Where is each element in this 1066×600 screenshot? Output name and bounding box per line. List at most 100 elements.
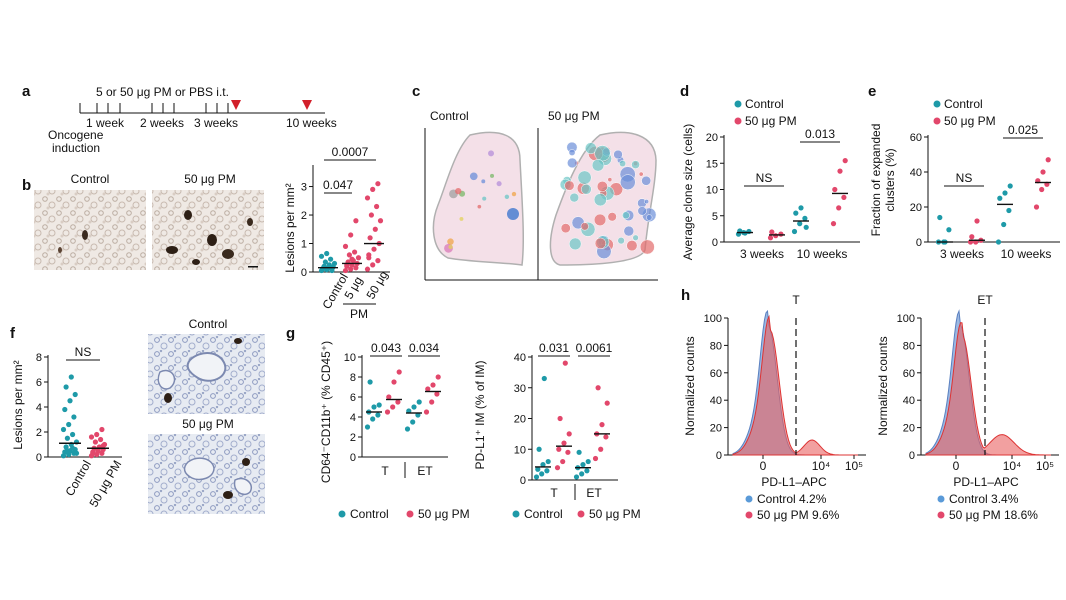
c-control-bubble-15 [504, 194, 510, 199]
f-pm-point-10 [98, 436, 104, 443]
f-control-point-13 [71, 414, 77, 420]
h-label-T: T [792, 293, 800, 307]
d-ytick-label-2: 10 [706, 185, 718, 197]
b-2-point-13 [375, 181, 381, 187]
c-pm-bubble-28 [613, 149, 623, 160]
a-header: 5 or 50 μg PM or PBS i.t. [96, 85, 229, 99]
b-0-point-13 [329, 267, 335, 274]
b-ytick-label-2: 2 [301, 210, 307, 222]
d-s1-g0-point-2 [778, 231, 784, 237]
d-s1-g1-point-0 [830, 221, 837, 227]
d-s0-g1-point-5 [803, 224, 809, 230]
f-control-point-12 [66, 421, 72, 428]
e-s1-g1-point-0 [1033, 204, 1040, 210]
g2-s0-g0-point-1 [539, 471, 545, 477]
g2-s0-g0-point-6 [536, 446, 542, 452]
b-micrograph-pm [152, 190, 264, 270]
c-control-bubble-13 [496, 181, 502, 187]
g2-s1-g1-point-4 [599, 422, 605, 428]
f-control-point-18 [68, 374, 74, 380]
panel-label-b: b [22, 177, 31, 194]
g2-s0-g0-point-3 [535, 466, 541, 472]
panel-label-c: c [412, 83, 420, 100]
panel-label-a: a [22, 83, 31, 100]
c-pm-bubble-46 [623, 225, 635, 237]
g2-s1-g1-point-0 [592, 455, 599, 462]
a-start-2: induction [52, 141, 100, 155]
e-cat-10w: 10 weeks [1001, 247, 1052, 261]
d-s1-g1-point-1 [836, 205, 842, 211]
f-ytick-label-2: 4 [36, 402, 42, 414]
h-right-xtick-5: 10⁵ [1036, 459, 1054, 473]
d-s1-g1-point-2 [841, 194, 847, 200]
b-2-point-6 [367, 235, 373, 241]
b-ytick-label-1: 1 [301, 239, 307, 251]
h-ylabel-right: Normalized counts [876, 336, 890, 435]
c-pm-bubble-50 [619, 160, 626, 167]
f-control-point-10 [70, 431, 76, 438]
h-right-ytick-label-0: 0 [909, 450, 915, 462]
e-s0-g1-point-3 [997, 195, 1003, 201]
b-0-point-8 [331, 260, 338, 267]
c-pm-bubble-52 [644, 199, 650, 205]
g2-s0-g0-point-7 [541, 375, 547, 382]
b-pvalue-1: 0.047 [323, 178, 353, 192]
d-s0-g1-point-1 [797, 221, 803, 227]
g2-s0-g0-point-0 [533, 474, 540, 480]
c-control-bubble-14 [448, 244, 453, 250]
g2-s1-g1-point-1 [598, 446, 604, 452]
e-s0-g1-point-4 [1002, 190, 1008, 196]
g1-s0-g0-point-5 [376, 402, 382, 408]
g2-ytick-label-3: 30 [514, 383, 526, 395]
g1-s1-g0-point-2 [395, 399, 401, 405]
f-micrograph-pm [148, 434, 265, 514]
g2-s1-g0-point-3 [556, 446, 562, 452]
g-legend-pm-dot-2 [577, 510, 585, 518]
g2-s0-g0-point-4 [540, 462, 546, 468]
g1-s1-g1-point-1 [429, 399, 435, 405]
g1-ytick-label-1: 2 [350, 432, 356, 444]
h-ylabel-left: Normalized counts [683, 336, 697, 435]
b-0-point-10 [328, 256, 334, 262]
h-right-ytick-label-5: 100 [897, 313, 915, 325]
c-pm-bubble-32 [622, 211, 630, 220]
h-left-legend-control-dot [745, 495, 753, 503]
h-left-ytick-label-1: 20 [710, 423, 722, 435]
g-cat-ET-1: ET [417, 464, 433, 478]
g2-s1-g0-point-5 [566, 431, 572, 437]
c-control-bubble-0 [477, 204, 482, 209]
g2-s1-g0-point-7 [562, 360, 568, 366]
d-s0-g1-point-3 [793, 210, 799, 216]
b-1-point-13 [353, 218, 359, 224]
g2-s0-g1-point-1 [579, 471, 585, 477]
b-cat-50ug: 50 μg [363, 268, 390, 301]
g-legend-control-dot [338, 510, 346, 518]
e-s0-g1-point-1 [1001, 221, 1007, 228]
g1-s0-g0-point-2 [375, 412, 381, 418]
f-control-point-17 [63, 384, 69, 390]
g-legend-pm: 50 μg PM [418, 507, 470, 521]
h-left-ytick-label-0: 0 [716, 450, 722, 462]
b-0-point-12 [324, 250, 330, 257]
h-label-ET: ET [977, 293, 993, 307]
b-group-label: PM [350, 307, 368, 321]
b-0-point-14 [320, 265, 326, 272]
f-control-point-19 [73, 450, 80, 456]
c-pm-bubble-58 [567, 157, 578, 169]
h-right-ytick-label-3: 60 [903, 368, 915, 380]
g1-s0-g1-point-4 [411, 404, 417, 410]
f-control-point-11 [60, 426, 67, 433]
g2-s0-g0-point-2 [544, 468, 550, 474]
f-control-point-14 [62, 406, 68, 413]
d-ytick-label-4: 20 [706, 132, 718, 144]
h-left-legend-control: Control 4.2% [757, 492, 827, 506]
h-left-legend-pm-dot [745, 511, 753, 519]
g1-ytick-label-2: 4 [350, 412, 356, 424]
chart-e: Fraction of expanded clusters (%) 0 20 40 6… [869, 123, 1060, 261]
g2-s1-g1-point-6 [595, 385, 601, 391]
c-pm-bubble-31 [619, 174, 636, 190]
g1-ytick-label-5: 10 [344, 352, 356, 364]
